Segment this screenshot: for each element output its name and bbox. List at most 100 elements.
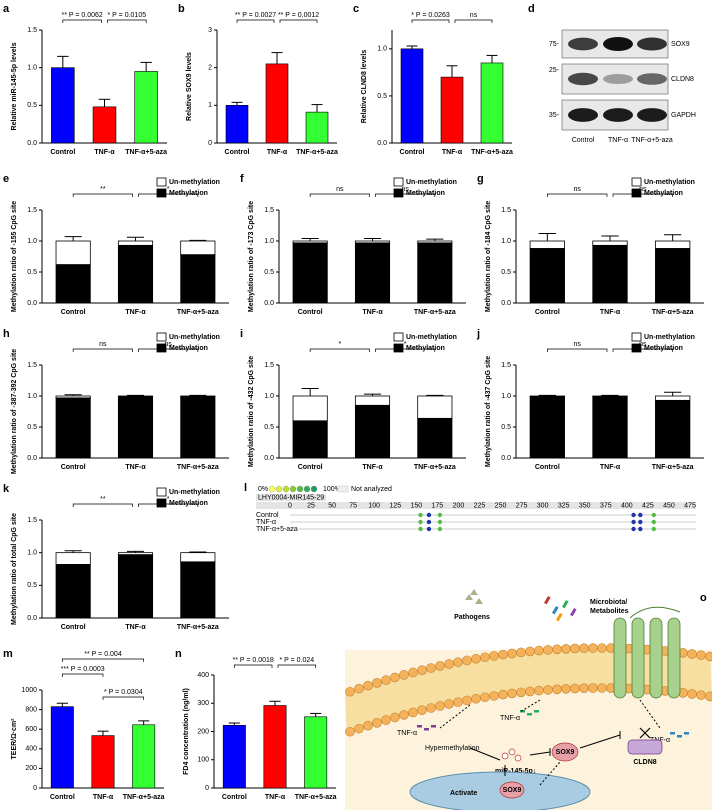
sox9-label: SOX9 — [503, 787, 522, 794]
panel: j Methylation ratio of -437 CpG site 0.0 0.… — [476, 328, 704, 471]
y-axis-label: Methylation ratio of -432 CpG site — [248, 356, 255, 467]
y-axis-label: Methylation ratio of -173 CpG site — [248, 201, 255, 312]
legend-label: Methylation — [169, 500, 208, 507]
lipid-head — [561, 644, 571, 654]
pathogens-label: Pathogens — [454, 614, 490, 621]
bar — [51, 67, 75, 144]
x-tick-label: Control — [225, 149, 250, 156]
lipid-head — [597, 683, 607, 693]
panel-letter: c — [353, 3, 359, 15]
annotation: ** P = 0.004 — [84, 651, 122, 658]
lipid-head — [489, 691, 499, 701]
legend-dot — [303, 485, 311, 493]
cpg-dot — [418, 512, 423, 518]
bracket — [72, 503, 133, 507]
hypermethylation-label: Hypermethylation — [425, 745, 480, 752]
lane-label: TNF-α+5-aza — [631, 137, 673, 144]
bar — [305, 111, 329, 144]
panel-letter: n — [175, 648, 182, 660]
y-tick-label: 600 — [25, 726, 37, 733]
mw-marker: 35- — [549, 112, 560, 119]
lipid-head — [390, 712, 400, 723]
x-tick-label: TNF-α — [265, 794, 286, 801]
bar-segment — [55, 395, 91, 399]
position-label: 225 — [474, 502, 486, 509]
lipid-head — [381, 715, 391, 725]
bracket — [72, 193, 133, 197]
lipid-head — [408, 707, 418, 718]
y-tick-label: 0 — [205, 785, 209, 792]
bracket — [138, 503, 199, 507]
blot-band — [603, 73, 633, 85]
y-tick-label: 3 — [208, 27, 212, 34]
y-tick-label: 0.5 — [264, 269, 274, 276]
panel: m TEER/Ω·cm² 0 200 400 600 800 1000 Control TNF-α… — [3, 648, 165, 801]
x-tick-label: TNF-α+5-aza — [177, 464, 219, 471]
lipid-head — [435, 661, 445, 671]
lipid-head — [561, 684, 571, 694]
y-tick-label: 400 — [25, 746, 37, 753]
legend-dot — [275, 485, 283, 493]
legend-swatch — [156, 343, 167, 353]
y-tick-label: 200 — [25, 765, 37, 772]
legend-swatch — [393, 343, 404, 353]
annotation: ns — [164, 341, 172, 348]
bar-segment — [180, 552, 216, 563]
x-tick-label: TNF-α+5-aza — [414, 309, 456, 316]
y-tick-label: 0.5 — [501, 269, 511, 276]
legend-swatch — [631, 332, 642, 342]
lipid-head — [534, 685, 544, 696]
lipid-head — [480, 692, 490, 703]
lipid-head — [543, 645, 553, 655]
position-label: 275 — [516, 502, 528, 509]
panel: f Methylation ratio of -173 CpG site 0.0 0.… — [240, 173, 466, 316]
blot-panel: d SOX9 CLDN8 GAPDH 75- 25- 35- Control TNF-α TNF-… — [528, 3, 696, 144]
bracket — [454, 19, 493, 23]
map-title: LHY0004-MIR145-29 — [258, 494, 324, 501]
panel: g Methylation ratio of -184 CpG site 0.0 0.… — [477, 173, 704, 316]
y-tick-label: 1.0 — [27, 393, 37, 400]
legend-dot — [268, 485, 276, 493]
bar-segment — [292, 242, 328, 304]
pathogen — [465, 594, 473, 600]
protein-label: SOX9 — [671, 41, 690, 48]
pathogen — [475, 598, 483, 604]
arrow — [469, 747, 501, 761]
bar-segment — [180, 240, 216, 256]
bracket — [138, 348, 199, 352]
y-tick-label: 1.5 — [27, 362, 37, 369]
y-tick-label: 1.5 — [27, 207, 37, 214]
annotation: * — [167, 496, 170, 503]
lipid-head — [498, 649, 508, 660]
position-label: 0 — [288, 502, 292, 509]
lipid-head — [507, 648, 517, 659]
bracket — [102, 696, 145, 700]
bar-segment — [292, 395, 328, 422]
cpg-dot — [426, 512, 432, 518]
annotation: ** — [100, 186, 106, 193]
y-axis-label: Methylation ratio of -387-392 CpG site — [11, 349, 18, 474]
channel — [649, 617, 663, 699]
y-tick-label: 0.5 — [27, 269, 37, 276]
annotation: ns — [639, 341, 647, 348]
tnf-label: TNF-α — [397, 730, 417, 737]
microbiota-label: Microbiota/ — [590, 599, 627, 606]
y-tick-label: 1.0 — [264, 393, 274, 400]
x-tick-label: TNF-α+5-aza — [414, 464, 456, 471]
position-label: 250 — [495, 502, 507, 509]
lipid-head — [444, 659, 454, 669]
y-tick-label: 0.5 — [264, 424, 274, 431]
inhibit — [579, 731, 621, 749]
y-axis-label: Methylation ratio of -155 CpG site — [11, 201, 18, 312]
panel: i Methylation ratio of -432 CpG site 0.0 0.… — [240, 328, 466, 471]
annotation: * — [338, 341, 341, 348]
panel-letter: k — [3, 483, 10, 495]
x-tick-label: TNF-α+5-aza — [295, 794, 337, 801]
position-label: 50 — [328, 502, 336, 509]
panel-letter: o — [700, 592, 707, 604]
lipid-head — [417, 665, 427, 675]
panel-letter: i — [240, 328, 243, 340]
legend-swatch — [156, 177, 167, 187]
y-tick-label: 0.0 — [501, 300, 511, 307]
